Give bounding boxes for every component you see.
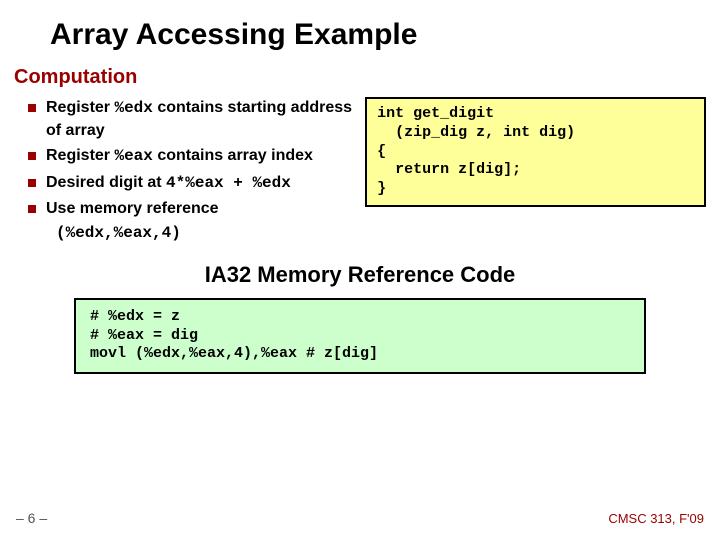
two-column-layout: Register %edx contains starting address …	[14, 97, 706, 242]
bullet-3-code: 4*%eax + %edx	[166, 174, 291, 192]
bullet-2-pre: Register	[46, 147, 114, 164]
asm-line-1: # %edx = z	[90, 308, 180, 325]
c-line-1: int get_digit	[377, 105, 494, 122]
subheader: IA32 Memory Reference Code	[14, 262, 706, 288]
bullet-2-code: %eax	[114, 147, 152, 165]
bullets-column: Register %edx contains starting address …	[14, 97, 355, 242]
memref-code: (%edx,%eax,4)	[24, 224, 355, 242]
bullet-3-pre: Desired digit at	[46, 174, 166, 191]
asm-line-3: movl (%edx,%eax,4),%eax # z[dig]	[90, 345, 378, 362]
bullet-1-code: %edx	[114, 99, 152, 117]
c-code-box: int get_digit (zip_dig z, int dig) { ret…	[365, 97, 706, 207]
bullet-2: Register %eax contains array index	[24, 145, 355, 168]
bullet-1-pre: Register	[46, 99, 114, 116]
bullet-3: Desired digit at 4*%eax + %edx	[24, 172, 355, 195]
asm-code-box: # %edx = z # %eax = dig movl (%edx,%eax,…	[74, 298, 646, 374]
bullet-list: Register %edx contains starting address …	[24, 97, 355, 220]
slide-root: Array Accessing Example Computation Regi…	[0, 0, 720, 540]
code-column: int get_digit (zip_dig z, int dig) { ret…	[365, 97, 706, 242]
bullet-2-post: contains array index	[153, 147, 313, 164]
footer-page-number: – 6 –	[16, 510, 47, 526]
section-header: Computation	[14, 66, 706, 89]
slide-title: Array Accessing Example	[14, 18, 706, 52]
bullet-1: Register %edx contains starting address …	[24, 97, 355, 141]
c-line-5: }	[377, 180, 386, 197]
c-line-4: return z[dig];	[377, 161, 521, 178]
c-line-3: {	[377, 143, 386, 160]
footer-course: CMSC 313, F'09	[608, 511, 704, 526]
asm-line-2: # %eax = dig	[90, 327, 198, 344]
c-line-2: (zip_dig z, int dig)	[377, 124, 575, 141]
bullet-4: Use memory reference	[24, 198, 355, 220]
